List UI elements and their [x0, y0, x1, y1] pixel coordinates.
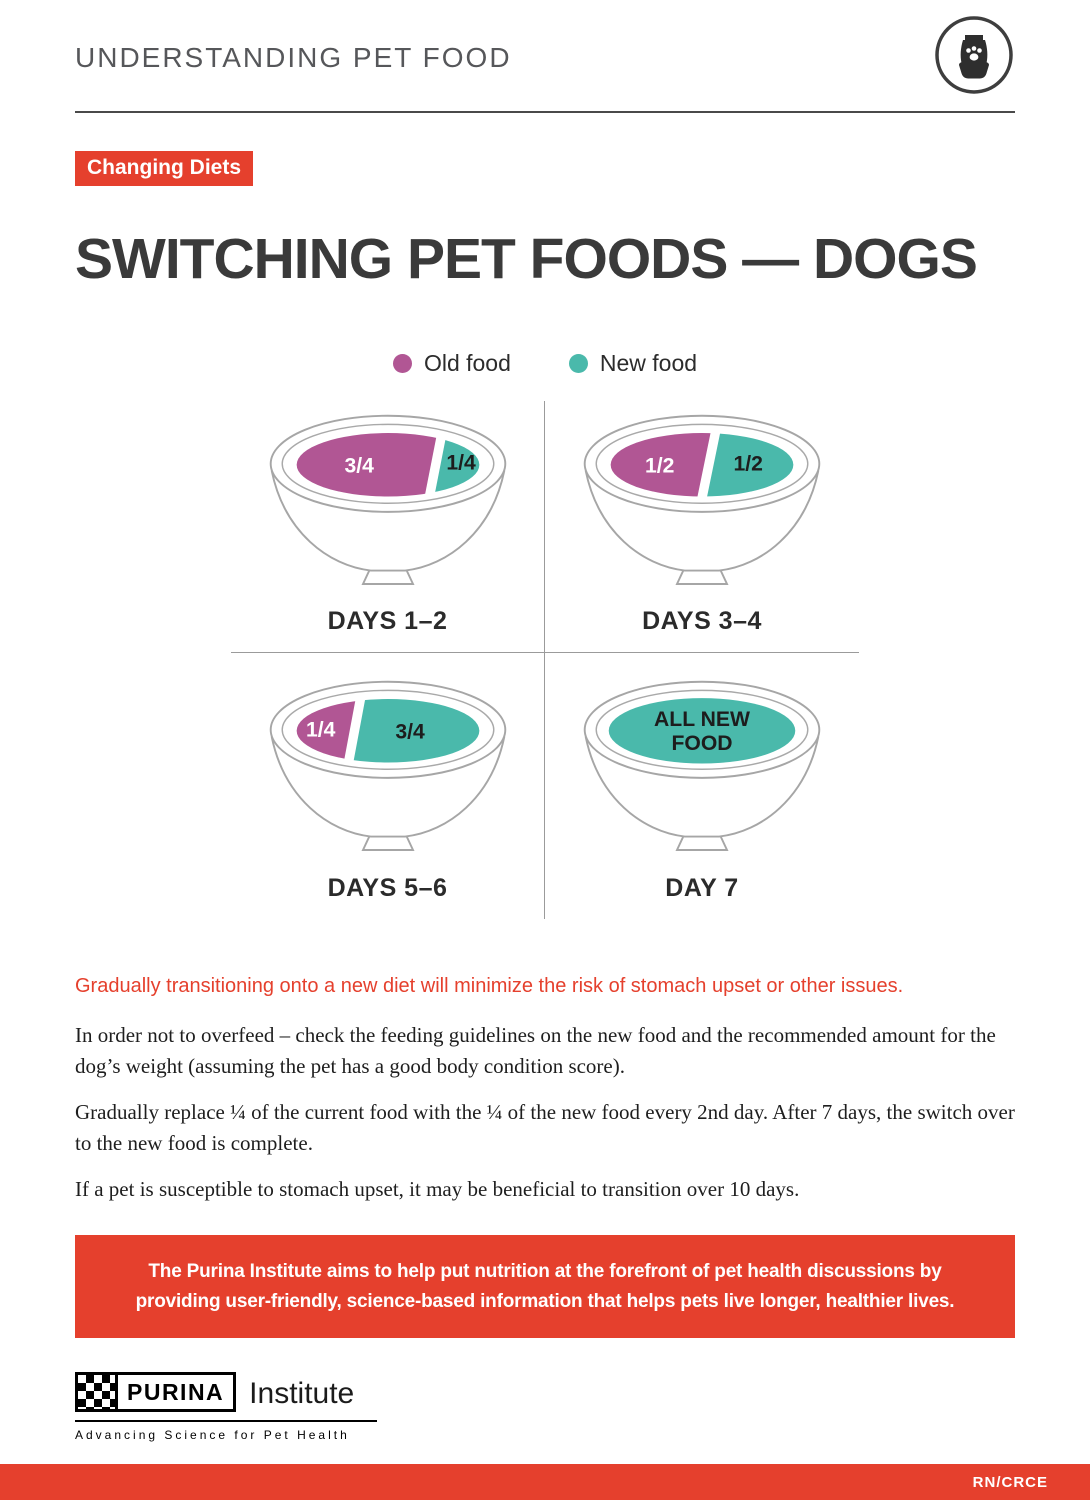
portion-label-new: 3/4 [395, 721, 425, 744]
panel-days-5-6: 1/4 3/4 DAYS 5–6 [231, 653, 545, 919]
highlight-sentence: Gradually transitioning onto a new diet … [75, 974, 904, 997]
portion-label-new: 1/4 [446, 452, 476, 475]
panel-label: DAYS 1–2 [327, 607, 448, 636]
legend-label-new: New food [599, 350, 698, 376]
purina-checkerboard-icon [78, 1375, 118, 1410]
logo-tagline: Advancing Science for Pet Health [75, 1428, 350, 1443]
footer-bar: RN/CRCE [0, 1464, 1090, 1500]
legend: Old food New food [75, 350, 1015, 377]
portion-label-all-new-line1: ALL NEW [654, 708, 750, 731]
paragraph-overfeed: In order not to overfeed – check the fee… [75, 1022, 996, 1079]
pet-food-bag-icon [933, 14, 1015, 101]
infographic-page: UNDERSTANDING PET FOOD Changing Diets SW… [75, 0, 1015, 1442]
new-food-dot-icon [568, 354, 588, 373]
portion-label-old: 1/4 [306, 719, 336, 742]
legend-label-old: Old food [423, 350, 511, 376]
legend-item-new-food: New food [568, 350, 698, 377]
portion-label-old: 3/4 [344, 454, 374, 477]
legend-item-old-food: Old food [392, 350, 511, 377]
panel-days-3-4: 1/2 1/2 DAYS 3–4 [545, 401, 859, 654]
header-title: UNDERSTANDING PET FOOD [75, 41, 512, 73]
panel-label: DAY 7 [665, 873, 739, 902]
purina-brand-text: PURINA [127, 1378, 225, 1405]
section-badge: Changing Diets [75, 151, 254, 186]
logo-divider [75, 1420, 377, 1423]
body-copy: In order not to overfeed – check the fee… [75, 1020, 1015, 1206]
paragraph-replace: Gradually replace ¼ of the current food … [75, 1099, 1015, 1156]
dog-bowl-illustration: 1/4 3/4 [269, 681, 506, 852]
portion-label-all-new-line2: FOOD [671, 732, 732, 755]
portion-label-new: 1/2 [733, 453, 762, 476]
transition-diagram: 3/4 1/4 DAYS 1–2 1/2 1/2 DAYS 3–4 [231, 401, 859, 919]
page-title: SWITCHING PET FOODS — DOGS [75, 227, 978, 291]
panel-label: DAYS 5–6 [327, 873, 448, 902]
page-header: UNDERSTANDING PET FOOD [75, 0, 1015, 113]
purina-institute-logo: PURINA Institute Advancing Science for P… [75, 1372, 377, 1442]
panel-days-1-2: 3/4 1/4 DAYS 1–2 [231, 401, 545, 654]
banner-line-2: providing user-friendly, science-based i… [135, 1290, 955, 1312]
portion-label-old: 1/2 [645, 454, 674, 477]
old-food-dot-icon [392, 354, 412, 373]
paragraph-susceptible: If a pet is susceptible to stomach upset… [75, 1176, 800, 1201]
footer-code: RN/CRCE [972, 1473, 1048, 1491]
purina-wordmark: PURINA [75, 1372, 237, 1413]
institute-text: Institute [249, 1377, 355, 1411]
banner-line-1: The Purina Institute aims to help put nu… [148, 1261, 942, 1283]
panel-label: DAYS 3–4 [642, 607, 762, 636]
dog-bowl-illustration: ALL NEW FOOD [583, 681, 821, 852]
dog-bowl-illustration: 1/2 1/2 [583, 414, 821, 585]
panel-day-7: ALL NEW FOOD DAY 7 [545, 653, 859, 918]
purina-institute-banner: The Purina Institute aims to help put nu… [75, 1235, 1015, 1339]
dog-bowl-illustration: 3/4 1/4 [269, 414, 506, 585]
